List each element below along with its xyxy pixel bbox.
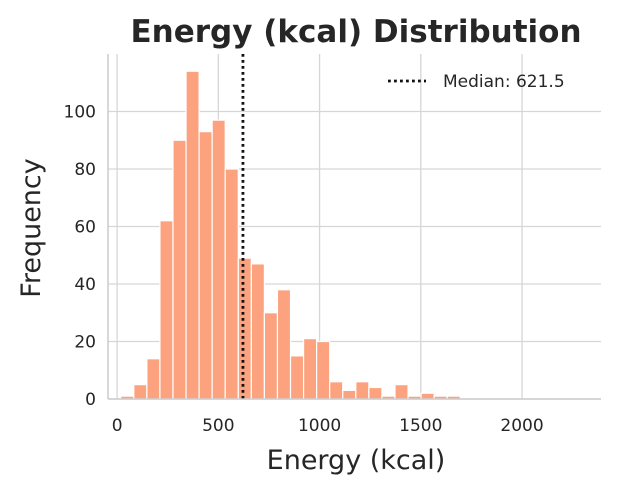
histogram-bar: [198, 131, 213, 400]
bars-layer: [120, 70, 461, 400]
x-tick-label: 0: [112, 416, 123, 436]
histogram-bar: [342, 389, 357, 400]
histogram-bar: [368, 386, 383, 400]
y-tick-label: 100: [64, 103, 96, 123]
chart-title: Energy (kcal) Distribution: [130, 14, 581, 50]
histogram-bar: [172, 139, 187, 400]
histogram-bar: [237, 257, 252, 400]
histogram-bar: [355, 381, 370, 400]
y-axis-label: Frequency: [16, 158, 47, 298]
x-tick-label: 1000: [298, 416, 341, 436]
histogram-bar: [276, 289, 292, 400]
histogram-bar: [302, 338, 318, 400]
histogram-bar: [159, 220, 174, 400]
y-tick-label: 20: [74, 333, 96, 353]
x-axis-label: Energy (kcal): [267, 445, 446, 476]
histogram-bar: [224, 168, 239, 400]
spines-layer: [107, 54, 601, 400]
histogram-bar: [420, 392, 435, 400]
legend-median-label: Median: 621.5: [443, 72, 565, 92]
histogram-bar: [185, 70, 200, 400]
legend: Median: 621.5: [388, 72, 565, 92]
histogram-bar: [263, 312, 279, 400]
y-tick-label: 60: [74, 218, 96, 238]
histogram-bar: [289, 355, 305, 400]
ticks-layer: 0 500 1000 1500 2000 0 20 40 60 80 100: [64, 103, 544, 437]
histogram-bar: [211, 119, 226, 400]
histogram-bar: [394, 384, 409, 400]
x-tick-label: 2000: [500, 416, 543, 436]
y-tick-label: 80: [74, 160, 96, 180]
y-tick-label: 40: [74, 275, 96, 295]
histogram-bar: [250, 263, 266, 400]
histogram-bar: [316, 340, 331, 400]
histogram-bar: [329, 381, 344, 400]
y-tick-label: 0: [85, 390, 96, 410]
x-tick-label: 500: [202, 416, 234, 436]
histogram-bar: [133, 384, 148, 400]
x-tick-label: 1500: [399, 416, 442, 436]
histogram-bar: [146, 358, 161, 400]
